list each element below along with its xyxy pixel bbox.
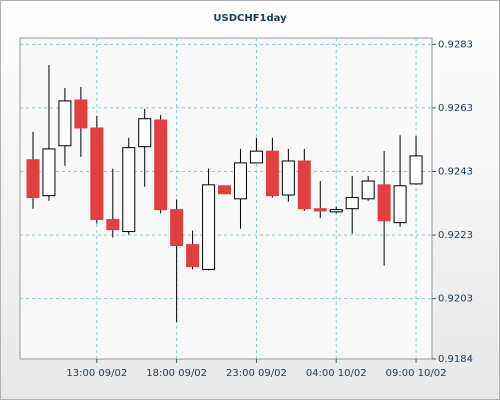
candle-body	[122, 147, 136, 233]
y-tick-label: 0.9203	[438, 294, 473, 305]
candle-body	[202, 184, 216, 270]
candle-body	[106, 218, 120, 231]
candle-body	[218, 185, 232, 195]
y-tick-label: 0.9283	[438, 39, 473, 50]
y-tick-label: 0.9243	[438, 166, 473, 177]
candle-body	[42, 148, 56, 197]
candle-body	[281, 160, 295, 196]
candle-body	[393, 185, 407, 224]
candle-body	[154, 119, 168, 211]
candle-body	[409, 155, 423, 185]
chart-title: USDCHF1day	[213, 13, 287, 24]
candle-body	[249, 150, 263, 164]
candle-body	[377, 184, 391, 222]
y-tick-label: 0.9263	[438, 103, 473, 114]
candle-body	[74, 99, 88, 129]
candle-body	[361, 180, 375, 200]
candle-body	[186, 244, 200, 268]
candle-body	[90, 127, 104, 220]
x-tick-label: 13:00 09/02	[66, 368, 127, 379]
y-tick-label: 0.9184	[438, 354, 473, 365]
candle-body	[138, 118, 152, 148]
candle-body	[345, 197, 359, 210]
candle-body	[170, 209, 184, 247]
candle-body	[233, 162, 247, 200]
candle-body	[265, 150, 279, 197]
x-tick-label: 23:00 09/02	[226, 368, 287, 379]
x-tick-label: 04:00 10/02	[306, 368, 367, 379]
candle-body	[26, 159, 40, 199]
candle-body	[58, 100, 72, 147]
candle-body	[329, 209, 343, 213]
x-tick-label: 09:00 10/02	[386, 368, 447, 379]
candle-body	[313, 208, 327, 212]
y-tick-label: 0.9223	[438, 230, 473, 241]
x-tick-label: 18:00 09/02	[146, 368, 207, 379]
candle-body	[297, 160, 311, 210]
